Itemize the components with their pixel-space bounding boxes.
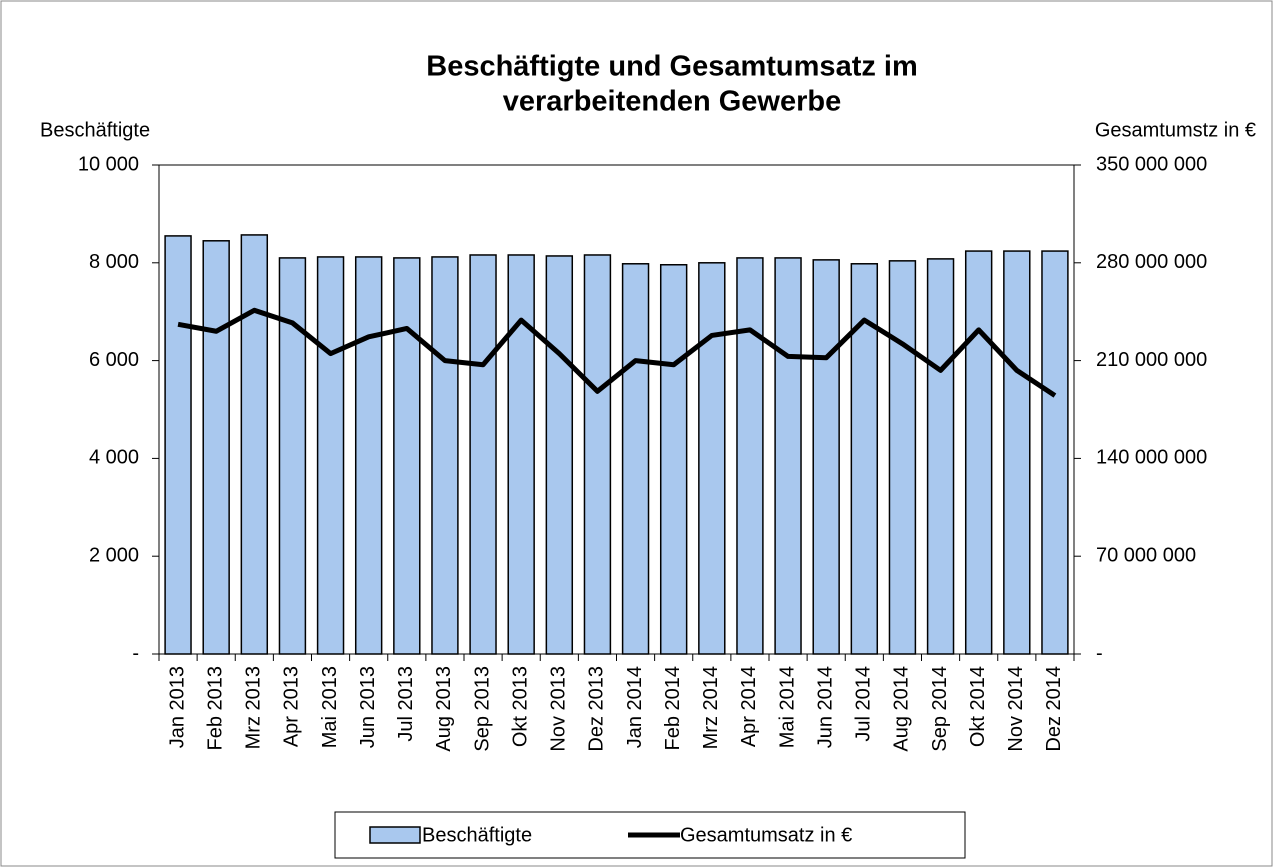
bar — [202, 240, 230, 655]
bar — [316, 256, 345, 655]
bar — [659, 264, 688, 655]
bar — [926, 258, 955, 655]
y2-tick-label: 210 000 000 — [1096, 349, 1207, 371]
x-tick-label: Aug 2013 — [433, 666, 455, 752]
x-tick-label: Jun 2014 — [814, 666, 836, 748]
y2-axis-label: Gesamtumstz in € — [1095, 119, 1256, 141]
y2-tick-label: - — [1096, 642, 1103, 664]
x-tick-label: Mrz 2013 — [243, 666, 265, 749]
x-tick-label: Feb 2014 — [662, 666, 684, 751]
bar — [431, 256, 459, 655]
y-tick-label: 2 000 — [89, 544, 139, 566]
bar — [1041, 250, 1069, 655]
x-tick-label: Jul 2014 — [853, 666, 875, 742]
bar — [393, 257, 421, 655]
y2-tick-label: 140 000 000 — [1096, 447, 1207, 469]
x-tick-label: Dez 2014 — [1043, 666, 1065, 752]
bar — [164, 235, 192, 655]
legend-label: Beschäftigte — [422, 824, 532, 846]
bar — [583, 254, 612, 655]
x-tick-label: Feb 2013 — [204, 666, 226, 751]
bar — [698, 262, 726, 655]
bar — [507, 254, 535, 655]
bar — [888, 260, 917, 655]
y2-tick-label: 280 000 000 — [1096, 251, 1207, 273]
x-tick-label: Mai 2013 — [319, 666, 341, 748]
x-tick-label: Okt 2013 — [509, 666, 531, 747]
x-tick-label: Okt 2014 — [967, 666, 989, 747]
chart-title: Beschäftigte und Gesamtumsatz im — [426, 51, 918, 83]
x-tick-label: Sep 2013 — [471, 666, 493, 752]
x-tick-label: Apr 2013 — [281, 666, 303, 747]
y2-tick-label: 350 000 000 — [1096, 153, 1207, 175]
bar — [354, 256, 383, 655]
bar — [469, 254, 497, 655]
x-tick-label: Jan 2014 — [624, 666, 646, 748]
bar — [1003, 250, 1031, 655]
bar — [964, 250, 993, 655]
bar — [621, 263, 650, 655]
y2-tick-label: 70 000 000 — [1096, 544, 1196, 566]
legend-label: Gesamtumsatz in € — [680, 824, 852, 846]
y-tick-label: - — [132, 642, 139, 664]
y-tick-label: 10 000 — [78, 153, 139, 175]
bar — [774, 257, 802, 655]
y-tick-label: 8 000 — [89, 251, 139, 273]
x-tick-label: Nov 2014 — [1005, 666, 1027, 752]
x-tick-label: Nov 2013 — [548, 666, 570, 752]
line — [177, 307, 1057, 398]
legend-swatch — [369, 826, 421, 844]
x-tick-label: Dez 2013 — [586, 666, 608, 752]
y-tick-label: 4 000 — [89, 447, 139, 469]
bar — [736, 257, 764, 655]
x-tick-label: Aug 2014 — [891, 666, 913, 752]
x-tick-label: Jan 2013 — [166, 666, 188, 748]
x-tick-label: Jul 2013 — [395, 666, 417, 742]
chart-title: verarbeitenden Gewerbe — [503, 86, 841, 118]
bar — [240, 234, 269, 655]
bar — [812, 259, 840, 655]
x-tick-label: Jun 2013 — [357, 666, 379, 748]
x-tick-label: Mrz 2014 — [700, 666, 722, 749]
y-tick-label: 6 000 — [89, 349, 139, 371]
x-tick-label: Sep 2014 — [929, 666, 951, 752]
y-axis-label: Beschäftigte — [40, 119, 150, 141]
x-tick-label: Apr 2014 — [738, 666, 760, 747]
bar — [545, 255, 574, 655]
x-tick-label: Mai 2014 — [776, 666, 798, 748]
